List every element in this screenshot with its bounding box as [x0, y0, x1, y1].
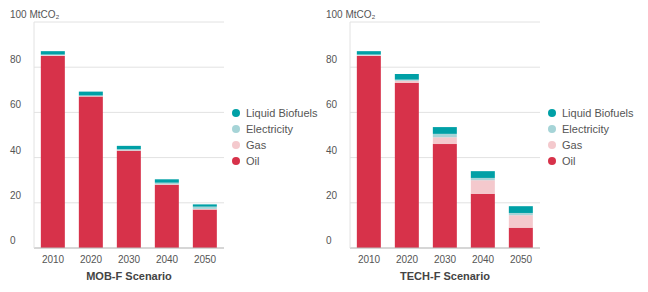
svg-text:2020: 2020 [80, 254, 103, 265]
html-text:Electricity: Electricity [246, 123, 294, 135]
html-text:Electricity: Electricity [562, 123, 610, 135]
svg-text:2020: 2020 [396, 254, 419, 265]
svg-text:2030: 2030 [118, 254, 141, 265]
svg-text:40: 40 [326, 145, 338, 156]
html-text:Gas: Gas [246, 139, 267, 151]
svg-text:20: 20 [10, 190, 22, 201]
svg-text:2010: 2010 [42, 254, 65, 265]
svg-text:2050: 2050 [194, 254, 217, 265]
svg-text:2050: 2050 [510, 254, 533, 265]
svg-text:100 MtCO₂: 100 MtCO₂ [10, 9, 60, 20]
svg-text:2030: 2030 [434, 254, 457, 265]
html-text:Liquid Biofuels: Liquid Biofuels [246, 107, 318, 119]
svg-text:20: 20 [326, 190, 338, 201]
svg-text:2040: 2040 [472, 254, 495, 265]
html-text:Oil: Oil [246, 155, 260, 167]
svg-text:60: 60 [326, 99, 338, 110]
html-text:TECH-F Scenario: TECH-F Scenario [400, 270, 490, 282]
html-text:Gas: Gas [562, 139, 583, 151]
svg-text:0: 0 [10, 235, 16, 246]
svg-text:2010: 2010 [358, 254, 381, 265]
html-text:Oil: Oil [562, 155, 576, 167]
svg-text:80: 80 [326, 54, 338, 65]
svg-text:0: 0 [326, 235, 332, 246]
svg-text:60: 60 [10, 99, 22, 110]
html-text:Liquid Biofuels: Liquid Biofuels [562, 107, 634, 119]
svg-text:100 MtCO₂: 100 MtCO₂ [326, 9, 376, 20]
svg-text:40: 40 [10, 145, 22, 156]
svg-text:2040: 2040 [156, 254, 179, 265]
svg-text:80: 80 [10, 54, 22, 65]
html-text:MOB-F Scenario: MOB-F Scenario [86, 270, 172, 282]
